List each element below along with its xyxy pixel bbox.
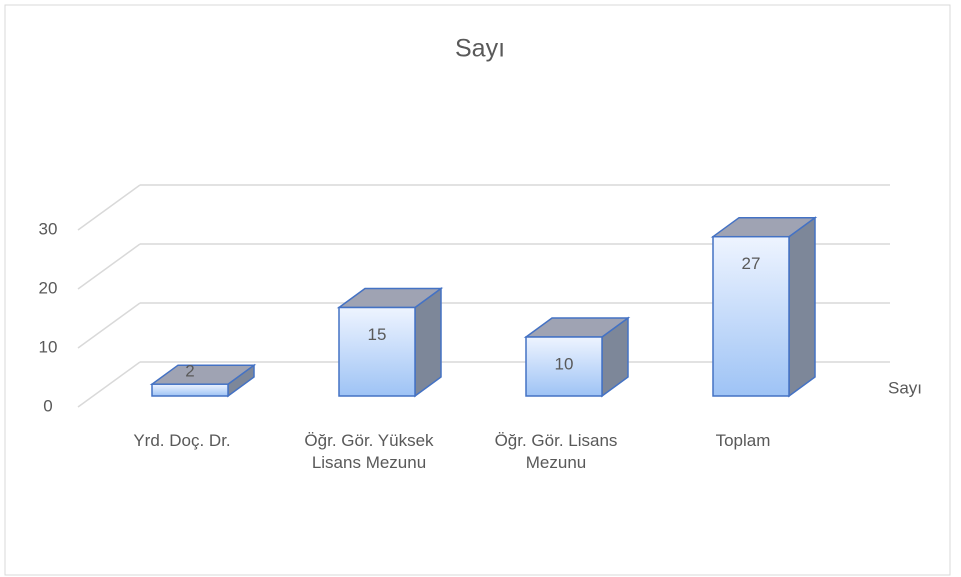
data-label: 15 <box>368 325 387 344</box>
bar <box>151 383 229 397</box>
x-tick-label: Yrd. Doç. Dr. <box>133 431 231 450</box>
bar-side <box>788 216 816 398</box>
y-tick-label: 20 <box>39 278 58 297</box>
y-tick-label: 30 <box>39 219 58 238</box>
x-tick-label: Öğr. Gör. Yüksek Lisans Mezunu <box>304 431 434 472</box>
grid-line <box>77 243 141 290</box>
bar <box>338 306 416 397</box>
x-tick-label: Öğr. Gör. Lisans Mezunu <box>494 431 618 472</box>
y-tick-label: 0 <box>43 396 52 415</box>
x-tick-label: Toplam <box>715 431 771 450</box>
grid-line <box>77 184 141 231</box>
bar <box>525 336 603 397</box>
data-label: 10 <box>555 354 574 373</box>
chart-title: Sayı <box>455 35 505 63</box>
bar <box>712 235 790 397</box>
legend-label: Sayı <box>888 378 922 397</box>
data-label: 2 <box>185 362 194 381</box>
chart-border <box>4 4 951 576</box>
grid-line <box>77 361 141 408</box>
grid-line <box>77 302 141 349</box>
y-tick-label: 10 <box>39 337 58 356</box>
data-label: 27 <box>742 254 761 273</box>
